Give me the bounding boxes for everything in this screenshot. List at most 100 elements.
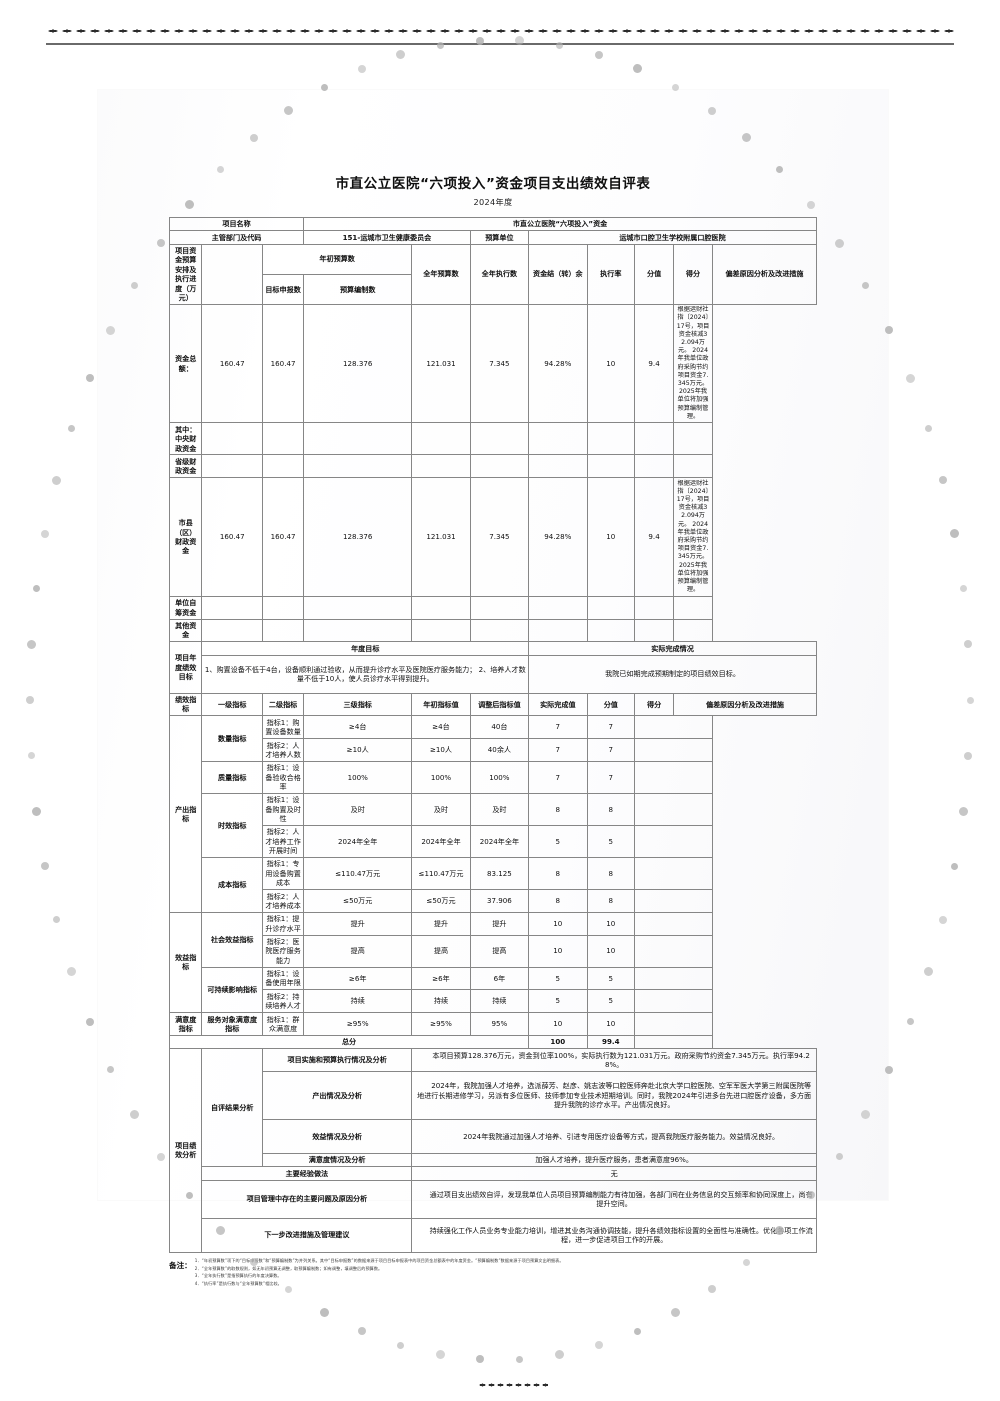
indicator-level3: 指标1：设备购置及时性 [262, 792, 305, 826]
col-score-got: 得分 [673, 243, 713, 305]
indicator-deviation [634, 966, 713, 991]
table-row-analysis-3: 效益情况及分析 2024年我院通过加强人才培养、引进专用医疗设备等方式，提高我院… [170, 1118, 817, 1154]
decorative-dot [923, 967, 933, 977]
page-title: 市直公立医院“六项投入”资金项目支出绩效自评表 [335, 176, 651, 192]
finance-cell-target-declare: 160.47 [201, 303, 264, 424]
finance-rows: 资金总额： 160.47 160.47 128.376 121.031 7.345 94.2… [168, 303, 817, 643]
dept-code-value: 151-运城市卫生健康委员会 [303, 230, 471, 245]
decorative-dot [33, 584, 41, 592]
self-eval-label: 自评结果分析 [201, 1048, 264, 1168]
indicator-initial: 提高 [303, 934, 413, 968]
finance-cell-full-year-budget [303, 422, 413, 456]
decorative-dot [476, 36, 485, 45]
indicator-adjusted: ≤50万元 [411, 889, 471, 913]
analysis-row-label: 产出情况及分析 [262, 1070, 413, 1120]
table-row: 成本指标 指标1：专用设备购置成本 ≤110.47万元 ≤110.47万元 83.125… [170, 856, 817, 913]
indicator-adjusted: ≥6年 [411, 966, 471, 991]
indicator-initial: ≥4台 [303, 715, 413, 740]
indicator-rows: 产出指标 数量指标 指标1：购置设备数量 ≥4台 ≥4台 40台 7 7 指标2：人才培养人数 ≥… [168, 715, 817, 1036]
decorative-dot [595, 1341, 604, 1350]
indicator-level3: 指标1：专用设备购置成本 [262, 856, 305, 891]
total-label: 总分 [168, 1034, 530, 1050]
finance-cell-exec-rate: 94.28% [528, 477, 588, 597]
footnote-item: 4．“执行率”是执行数与“全年预算数”相比较。 [194, 1281, 282, 1287]
table-row-problems: 项目管理中存在的主要问题及原因分析 通过项目支出绩效自评，发现我单位人员项目预算… [170, 1179, 817, 1219]
col-target-declare: 目标申报数 [262, 273, 305, 305]
indicator-score-value: 7 [528, 738, 588, 762]
decorative-dot [516, 1355, 524, 1363]
col-full-year-budget: 全年预算数 [411, 243, 471, 305]
actual-completion-text: 我院已如期完成预期制定的项目绩效目标。 [528, 654, 817, 694]
indicator-score-got: 10 [586, 911, 636, 936]
table-row: 产出指标 数量指标 指标1：购置设备数量 ≥4台 ≥4台 40台 7 7 [168, 715, 817, 913]
decorative-dot [966, 696, 974, 704]
indicator-deviation [634, 824, 713, 858]
experience-text: 无 [411, 1166, 817, 1181]
indicator-level2: 可持续影响指标 [201, 966, 264, 1014]
decorative-dot [68, 424, 76, 432]
finance-row-label: 资金总额： [168, 303, 203, 424]
col-score-value: 分值 [634, 243, 675, 305]
indicator-level2: 服务对象满意度指标 [201, 1012, 264, 1036]
finance-cell-balance: 7.345 [469, 477, 530, 597]
col-initial-value: 年初指标值 [411, 692, 471, 717]
indicator-level3: 指标2：人才培养成本 [262, 889, 305, 913]
analysis-row-text: 加强人才培养，提升医疗服务，患者满意度96%。 [411, 1152, 817, 1168]
col-actual-value: 实际完成值 [528, 692, 588, 717]
indicator-actual: 83.125 [469, 856, 530, 891]
decorative-dot [939, 476, 948, 485]
finance-cell-exec-rate [528, 422, 588, 456]
table-row-dept: 主管部门及代码 151-运城市卫生健康委员会 预算单位 运城市口腔卫生学校附属口… [168, 230, 817, 245]
decorative-dot [634, 1327, 642, 1335]
indicator-adjusted: ≥95% [411, 1012, 471, 1036]
analysis-row-text: 2024年我院通过加强人才培养、引进专用医疗设备等方式，提高我院医疗服务能力。效… [411, 1118, 817, 1154]
indicator-score-value: 7 [528, 715, 588, 740]
analysis-row-label: 满意度情况及分析 [262, 1152, 413, 1168]
col-adjusted-value: 调整后指标值 [469, 692, 530, 717]
decorative-dot [67, 967, 77, 977]
decorative-dot [41, 529, 50, 538]
finance-cell-score-got: 9.4 [634, 477, 675, 597]
indicator-adjusted: ≥10人 [411, 738, 471, 762]
annual-goal-text: 1、购置设备不低于4台，设备顺利通过验收，从而提升诊疗水平及医院医疗服务能力； … [201, 654, 530, 694]
finance-cell-target-declare [201, 595, 264, 620]
finance-cell-deviation: 根据运财社指〔2024〕17号，项目资金核减32.094万元。 2024年我单位… [673, 477, 713, 597]
indicator-actual: 40余人 [469, 738, 530, 762]
table-row: 可持续影响指标 指标1：设备使用年限 ≥6年 ≥6年 6年 5 5 [170, 966, 817, 1014]
finance-cell-score-got [634, 422, 675, 456]
col-exec-rate: 执行率 [586, 243, 636, 305]
table-row: 指标2：人才培养工作开展时间 2024年全年 2024年全年 2024年全年 5 5 [170, 824, 817, 858]
finance-cell-exec-rate [528, 595, 588, 620]
indicator-level3: 指标2：持续培养人才 [262, 989, 305, 1014]
indicator-score-value: 5 [528, 989, 588, 1014]
table-row: 市县（区）财政资金 160.47 160.47 128.376 121.031 7.345… [168, 477, 817, 597]
indicator-actual: 40台 [469, 715, 530, 740]
indicator-actual: 2024年全年 [469, 824, 530, 858]
decorative-dot [556, 41, 564, 49]
indicator-initial: 2024年全年 [303, 824, 413, 858]
indicator-adjusted: 及时 [411, 792, 471, 826]
experience-label: 主要经验做法 [201, 1166, 413, 1181]
indicator-deviation [634, 1012, 713, 1036]
finance-cell-deviation [673, 595, 713, 620]
decorative-dot [964, 751, 973, 760]
indicator-level3: 指标2：人才培养人数 [262, 738, 305, 762]
decorative-dot [476, 1355, 485, 1364]
indicator-initial: 100% [303, 760, 413, 794]
indicator-score-value: 8 [528, 792, 588, 826]
decorative-dot [906, 1018, 914, 1026]
indicator-actual: 37.906 [469, 889, 530, 913]
indicator-level3: 指标1：提升诊疗水平 [262, 911, 305, 936]
table-row-indicator-head: 绩效指标 一级指标 二级指标 三级指标 年初指标值 调整后指标值 实际完成值 分… [168, 692, 817, 717]
top-dotted-line [46, 29, 954, 33]
decorative-dot [959, 584, 967, 592]
table-row-total: 总分 100 99.4 [168, 1034, 817, 1050]
finance-cell-full-year-exec [411, 454, 471, 479]
table-row: 效益指标 社会效益指标 指标1：提升诊疗水平 提升 提升 提升 10 10 [168, 911, 817, 1014]
table-row-analysis-4: 满意度情况及分析 加强人才培养，提升医疗服务，患者满意度96%。 [170, 1152, 817, 1168]
indicator-adjusted: 2024年全年 [411, 824, 471, 858]
annual-goal-side-label: 项目年度绩效目标 [168, 641, 203, 694]
indicator-initial: 提升 [303, 911, 413, 936]
finance-cell-full-year-budget [303, 454, 413, 479]
project-name-value: 市直公立医院“六项投入”资金 [303, 216, 817, 232]
